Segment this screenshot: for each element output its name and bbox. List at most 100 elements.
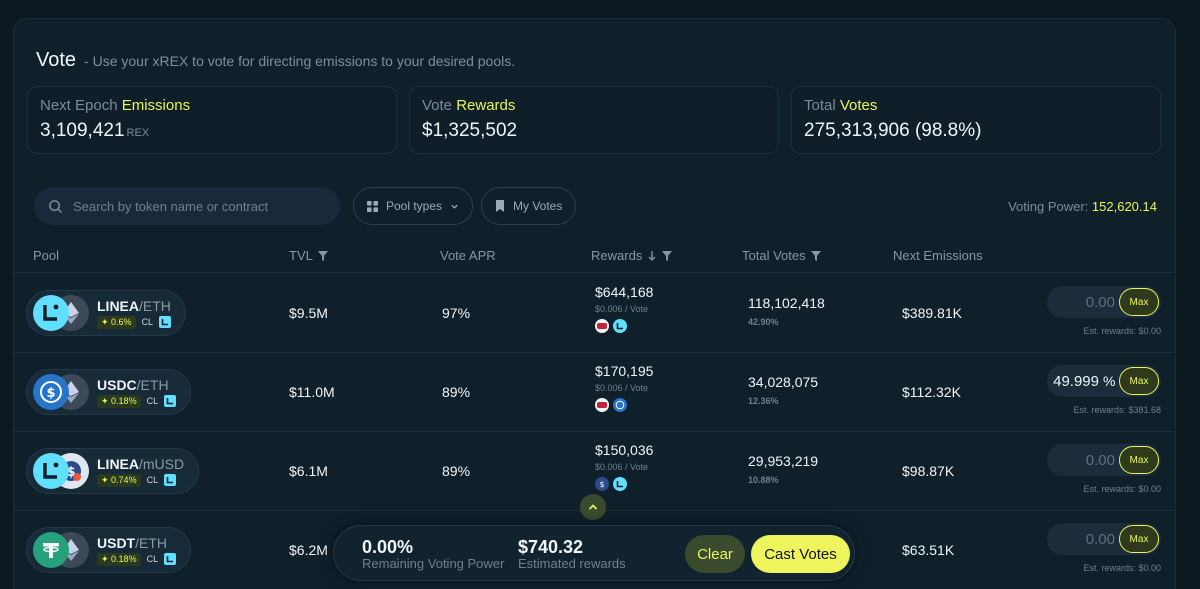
est-rewards: Est. rewards: $0.00 [1083, 326, 1161, 336]
per-vote: $0.006 / Vote [595, 383, 649, 393]
page-subtitle: - Use your xREX to vote for directing em… [84, 53, 516, 69]
estimated-rewards-label: Estimated rewards [518, 556, 626, 571]
stat-label-highlight: Rewards [456, 97, 516, 114]
next-emissions-value: $63.51K [902, 542, 955, 558]
rewards-cell: $170,195 $0.006 / Vote [595, 363, 653, 412]
rewards-cell: $644,168 $0.006 / Vote [595, 284, 653, 333]
pool-quote: /ETH [135, 534, 168, 551]
total-votes-pct: 12.36% [748, 396, 779, 406]
pool-pill[interactable]: $ LINEA/mUSD ✦ 0.74% CL [26, 448, 200, 494]
col-next-emissions-label: Next Emissions [893, 248, 983, 263]
col-apr: Vote APR [440, 248, 496, 263]
est-rewards: Est. rewards: $0.00 [1083, 563, 1161, 573]
svg-text:$: $ [46, 386, 55, 401]
vote-input[interactable]: 0.00% Max [1047, 286, 1161, 318]
max-button[interactable]: Max [1119, 525, 1159, 553]
remaining-voting-power-label: Remaining Voting Power [362, 556, 505, 571]
bookmark-icon [496, 200, 504, 212]
pool-pill[interactable]: USDT/ETH ✦ 0.18% CL [26, 527, 192, 573]
col-tvl-label: TVL [289, 248, 313, 263]
chevron-down-icon [451, 204, 458, 209]
filter-icon[interactable] [317, 250, 328, 261]
filter-icon[interactable] [810, 250, 821, 261]
pool-base: USDT [97, 534, 136, 551]
linea-chain-icon [164, 474, 177, 486]
stat-label: Next Epoch [40, 97, 118, 114]
svg-text:$: $ [66, 465, 75, 480]
search-input[interactable] [73, 198, 313, 214]
total-votes-value: 118,102,418 [748, 295, 825, 311]
col-total-votes[interactable]: Total Votes [742, 248, 821, 263]
per-vote: $0.006 / Vote [595, 462, 649, 472]
total-votes-cell: 34,028,075 12.36% [748, 374, 818, 406]
page-title: Vote [36, 49, 77, 71]
rewards-cell: $150,036 $0.006 / Vote $ [595, 442, 653, 491]
pool-type: CL [146, 475, 159, 485]
fee-badge: ✦ 0.6% [97, 315, 136, 329]
voting-power-value: 152,620.14 [1091, 199, 1157, 214]
apr-value: 97% [442, 305, 471, 321]
expand-button[interactable] [580, 494, 606, 520]
max-button[interactable]: Max [1119, 446, 1159, 474]
filter-icon[interactable] [662, 250, 673, 261]
stat-unit: REX [126, 127, 150, 139]
linea-token-icon [613, 477, 627, 491]
cast-votes-button[interactable]: Cast Votes [751, 535, 850, 573]
pool-type: CL [146, 396, 159, 406]
table-row: $ LINEA/mUSD ✦ 0.74% CL $6.1M 89% $150,0… [14, 432, 1175, 511]
stat-rewards: Vote Rewards $1,325,502 [409, 86, 779, 154]
col-pool: Pool [33, 248, 59, 263]
vote-input[interactable]: 49.999% Max [1047, 365, 1161, 397]
reward-token-icon [595, 319, 609, 333]
next-emissions-value: $98.87K [902, 463, 955, 479]
col-rewards[interactable]: Rewards [591, 248, 673, 263]
pool-type: CL [146, 554, 159, 564]
vote-value[interactable]: 0.00 [1085, 293, 1115, 311]
search-icon [49, 199, 63, 213]
table-row: $ USDC/ETH ✦ 0.18% CL $11.0M 89% $170,19… [14, 353, 1175, 432]
pool-pill[interactable]: $ USDC/ETH ✦ 0.18% CL [26, 369, 192, 415]
vote-value[interactable]: 0.00 [1085, 451, 1115, 469]
table-row: LINEA/ETH ✦ 0.6% CL $9.5M 97% $644,168 $… [14, 274, 1175, 353]
estimated-rewards-value: $740.32 [518, 537, 584, 557]
linea-chain-icon [164, 395, 177, 407]
pool-pill[interactable]: LINEA/ETH ✦ 0.6% CL [26, 290, 187, 336]
vote-input[interactable]: 0.00% Max [1047, 444, 1161, 476]
linea-chain-icon [159, 316, 172, 328]
clear-button[interactable]: Clear [685, 535, 745, 573]
pool-type: CL [141, 317, 154, 327]
pool-types-button[interactable]: Pool types [353, 187, 474, 225]
est-rewards: Est. rewards: $381.68 [1073, 405, 1161, 415]
next-emissions-value: $112.32K [902, 384, 961, 400]
linea-token-icon [33, 453, 69, 489]
reward-token-icon [595, 398, 609, 412]
max-button[interactable]: Max [1119, 288, 1159, 316]
stat-label-highlight: Votes [839, 97, 878, 114]
voting-power: Voting Power: 152,620.14 [1008, 199, 1157, 214]
tvl-value: $11.0M [289, 384, 335, 400]
title-row: Vote - Use your xREX to vote for directi… [36, 49, 515, 72]
per-vote: $0.006 / Vote [595, 304, 649, 314]
stat-label: Vote [422, 97, 453, 114]
vote-value[interactable]: 49.999 [1053, 372, 1099, 390]
max-button[interactable]: Max [1119, 367, 1159, 395]
search-box[interactable] [34, 187, 340, 225]
vote-value[interactable]: 0.00 [1085, 530, 1115, 548]
usdt-token-icon [33, 532, 69, 568]
grid-icon [367, 200, 378, 212]
col-tvl[interactable]: TVL [289, 248, 328, 263]
vote-summary-bar: 0.00% Remaining Voting Power $740.32 Est… [333, 525, 855, 581]
stat-label-highlight: Emissions [121, 97, 191, 114]
table-row: USDT/ETH ✦ 0.18% CL $6.2M $63.51K 0.00% … [14, 511, 1175, 589]
vote-input[interactable]: 0.00% Max [1047, 523, 1161, 555]
my-votes-button[interactable]: My Votes [481, 187, 577, 225]
col-total-votes-label: Total Votes [742, 248, 806, 263]
col-next-emissions: Next Emissions [893, 248, 983, 263]
apr-value: 89% [442, 463, 471, 479]
rewards-value: $644,168 [595, 284, 654, 300]
total-votes-value: 34,028,075 [748, 374, 819, 390]
tvl-value: $9.5M [289, 305, 328, 321]
sort-down-icon[interactable] [647, 250, 657, 261]
tvl-value: $6.2M [289, 542, 328, 558]
stat-value: $1,325,502 [422, 120, 518, 141]
